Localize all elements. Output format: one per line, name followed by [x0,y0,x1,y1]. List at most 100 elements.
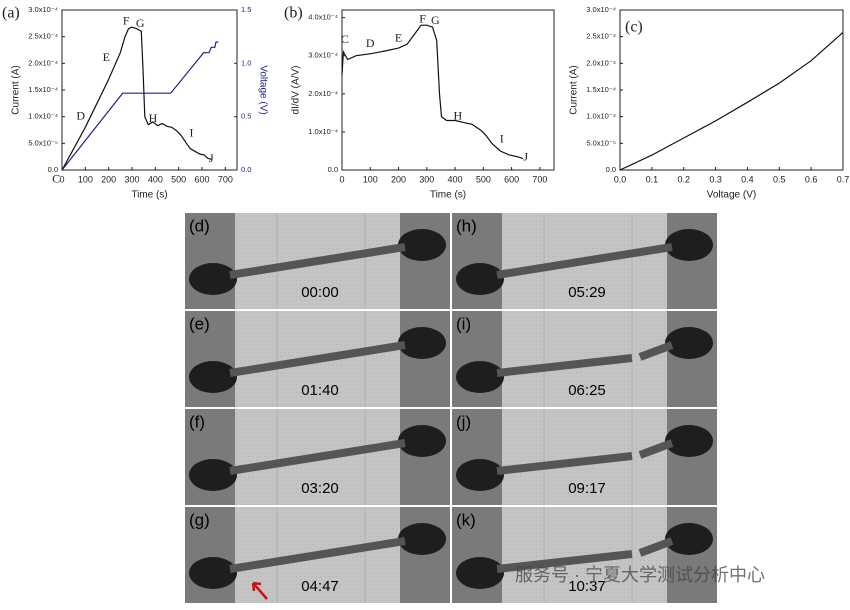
y-tick-label: 0.0 [606,165,616,174]
y2-tick-label: 0.5 [241,112,251,121]
y-axis-label: Current (A) [11,65,22,114]
panel-label: (h) [456,216,477,235]
image-panel: (g) 04:47 [185,507,450,603]
x-tick-label: 0.2 [677,174,690,184]
annotation: E [103,50,110,64]
x-tick-label: 0.3 [709,174,722,184]
timestamp: 10:37 [568,578,606,595]
blob-right [665,229,713,261]
blob-left [456,557,504,589]
x-axis-label: Time (s) [131,190,167,201]
panel-label: (c) [625,19,643,36]
blob-left [189,459,237,491]
panel-label: (e) [189,314,210,333]
y-tick-label: 0.0 [328,165,338,174]
y2-tick-label: 0.0 [241,165,251,174]
timestamp: 04:47 [301,578,339,595]
x-tick-label: 500 [171,174,186,184]
x-tick-label: 300 [419,174,434,184]
y-tick-label: 2.0x10⁻⁴ [586,58,616,67]
x-axis-label: Voltage (V) [707,190,756,201]
x-axis-label: Time (s) [430,190,466,201]
y-tick-label: 1.0x10⁻⁴ [308,127,338,136]
nanowire [496,452,633,475]
annotation: G [136,16,145,30]
y-tick-label: 3.0x10⁻⁴ [28,5,58,14]
timestamp: 01:40 [301,382,339,399]
blob-right [398,425,446,457]
annotation: G [431,13,440,27]
image-panel: (i) 06:25 [452,311,717,407]
y-tick-label: 5.0x10⁻⁵ [28,138,58,147]
y-tick-label: 1.0x10⁻⁴ [28,112,58,121]
series-line [61,41,219,171]
y-tick-label: 2.5x10⁻⁴ [28,32,58,41]
y-axis-label: dI/dV (A/V) [291,66,302,115]
x-tick-label: 700 [218,174,233,184]
annotation: F [123,13,130,27]
blob-right [398,229,446,261]
x-tick-label: 0.4 [741,174,754,184]
annotation: D [76,108,85,122]
blob-right [665,425,713,457]
blob-left [189,557,237,589]
nanowire [496,550,633,573]
electrode-right [400,213,450,309]
series-line [61,26,212,171]
electrode-right [667,507,717,603]
annotation: I [500,131,504,145]
image-panel: (h) 05:29 [452,213,717,309]
y-tick-label: 1.5x10⁻⁴ [28,85,58,94]
image-panel: (f) 03:20 [185,409,450,505]
image-panel: (k) 10:37 [452,507,717,603]
x-tick-label: 500 [476,174,491,184]
image-panel: (d) 00:00 [185,213,450,309]
blob-right [665,523,713,555]
y2-axis-label: Voltage (V) [257,65,268,114]
nanowire [229,537,406,573]
annotation: E [395,30,402,44]
series-line [619,31,844,171]
x-tick-label: 0.6 [805,174,818,184]
nanowire [496,354,633,377]
annotation: H [149,111,158,125]
annotation: C [52,171,60,185]
watermark: 服务号 · 宁夏大学测试分析中心 [515,565,765,585]
x-tick-label: 0 [59,174,64,184]
blob-left [189,263,237,295]
electrode-right [400,409,450,505]
x-tick-label: 0.0 [614,174,627,184]
annotation: D [366,36,375,50]
annotation: J [523,150,528,164]
y-tick-label: 1.0x10⁻⁴ [586,112,616,121]
nanowire [229,341,406,377]
x-tick-label: 0.7 [837,174,850,184]
electrode-right [400,507,450,603]
annotation: H [454,108,463,122]
blob-right [398,523,446,555]
arrow [251,581,268,600]
timestamp: 00:00 [301,284,339,301]
panel-label: (i) [456,314,471,333]
y-tick-label: 5.0x10⁻⁵ [586,138,616,147]
blob-left [456,263,504,295]
y-tick-label: 2.0x10⁻⁴ [308,89,338,98]
electrode-right [667,311,717,407]
nanowire [638,537,674,557]
plot-frame [619,9,844,171]
x-tick-label: 200 [391,174,406,184]
x-tick-label: 300 [124,174,139,184]
y-tick-label: 4.0x10⁻⁴ [308,13,338,22]
blob-right [398,327,446,359]
y-tick-label: 1.5x10⁻⁴ [586,85,616,94]
panel-label: (d) [189,216,210,235]
plot-frame [61,9,238,171]
x-tick-label: 600 [504,174,519,184]
panel-label: (b) [284,5,303,22]
blob-left [456,361,504,393]
x-tick-label: 100 [78,174,93,184]
nanowire [638,439,674,459]
blob-left [189,361,237,393]
y-tick-label: 2.5x10⁻⁴ [586,32,616,41]
